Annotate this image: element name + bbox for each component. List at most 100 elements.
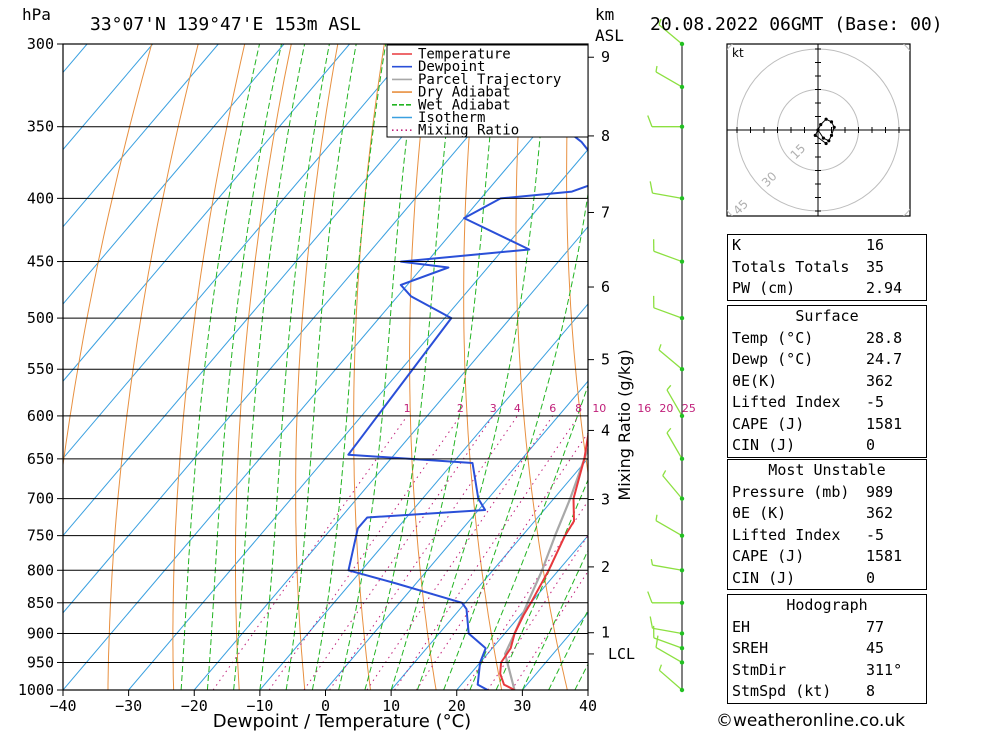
wind-barb-halfflag [666,427,672,434]
mixing-ratio-label: 6 [549,402,556,415]
wind-barb-halfflag [666,384,672,391]
wind-barb-halfflag [658,18,662,25]
legend-label: Parcel Trajectory [418,72,561,88]
mixing-ratio-label: 4 [514,402,521,415]
index-row-pw: PW (cm) 2.94 [732,279,903,297]
dry-adiabat-line [989,44,1000,690]
hodograph-title: Hodograph [786,596,868,614]
pressure-tick-label: 650 [27,450,54,468]
index-row-totals: Totals Totals 35 [732,257,885,276]
wind-barb-dot [679,496,685,501]
hodograph-point [824,141,828,146]
hodograph-ring-label: 45 [730,197,751,218]
isotherm-line [63,44,219,228]
wind-barb-dot [679,413,685,419]
dry-adiabat-line [172,44,246,690]
wind-barb-flag [647,115,653,127]
x-axis-label: Dewpoint / Temperature (°C) [213,711,471,732]
wind-barb-flag [647,591,653,604]
pressure-tick-label: 900 [27,624,54,642]
wind-barb-staff [666,389,683,417]
mixing-ratio-label: 1 [404,402,411,415]
wet-adiabat-line [285,44,357,690]
axes: 1 2 3 4 6 8 10 16 20 2530035040045050055060065070… [18,35,696,715]
wet-adiabat-line [259,44,330,690]
mixing-ratio-label: 8 [575,402,582,415]
km-tick-label: 5 [601,351,610,369]
wind-barb-flag [655,635,659,648]
wind-barb-staff [653,307,683,319]
pressure-tick-label: 700 [27,490,54,508]
wind-barb-dot [679,660,685,665]
km-tick-label: 6 [601,278,610,296]
temp-tick-label: −40 [49,697,76,715]
hodograph-point [827,139,831,143]
most-unstable-title: Most Unstable [768,461,886,479]
wet-adiabat-line [233,44,306,690]
wind-barb-staff [652,192,683,199]
mixing-ratio-axis-label: Mixing Ratio (g/kg) [615,349,634,500]
hodograph-point [813,133,817,137]
mu-row: θE (K) 362 [732,504,894,522]
mixing-ratio-line [463,500,588,690]
wind-barb-dot [679,124,685,129]
wind-barb-halfflag [655,65,658,73]
lcl-label: LCL [608,645,635,663]
hodograph-point [816,128,820,132]
wind-barb-dot [679,367,685,372]
isotherm-line [325,380,588,690]
km-tick-label: 3 [601,490,610,508]
legend-label: Temperature [418,47,511,63]
surface-table: Surface Temp (°C) 28.8 Dewp (°C) 24.7 θE(K… [727,305,927,458]
hodograph-point [829,133,834,137]
dry-adiabat-line [353,44,385,690]
wet-adiabat-line [495,478,588,690]
wind-barb-dot [679,533,685,538]
wind-barb-dot [679,600,685,605]
wind-barb-dot [679,196,685,201]
mixing-ratio-label: 20 [659,402,673,415]
credit-text[interactable]: ©weatheronline.co.uk [716,711,906,731]
temp-tick-label: 20 [448,697,466,715]
pressure-tick-label: 950 [27,653,54,671]
hodo-row: SREH 45 [732,639,885,657]
km-tick-label: 8 [601,127,610,145]
profiles [347,44,588,690]
wet-adiabat-line [364,44,457,690]
pressure-tick-label: 350 [27,118,54,136]
mu-row: CAPE (J) 1581 [732,547,903,565]
isotherm-line [63,44,350,382]
hodograph-point [821,136,826,140]
mu-row: CIN (J) 0 [732,568,876,587]
wind-barb-halfflag [655,514,658,521]
hodograph-point [819,123,823,127]
dry-adiabat-line [63,44,153,469]
wind-barb-halfflag [658,664,663,671]
pressure-unit: hPa [22,5,51,24]
dewpoint-line [347,44,588,690]
temp-tick-label: −10 [246,697,273,715]
mixing-ratio-label: 3 [490,402,497,415]
isotherm-line [63,44,154,151]
wet-adiabat-line [206,44,282,690]
pressure-tick-label: 600 [27,407,54,425]
legend-label: Isotherm [418,110,485,126]
index-row-k: K 16 [732,236,885,254]
pressure-tick-label: 300 [27,35,54,53]
isotherm-line [193,225,588,690]
km-tick-label: 2 [601,558,610,576]
dry-adiabat-line [515,44,568,690]
mixing-ratio-line [303,415,494,690]
wind-barb-staff [653,637,683,649]
wind-barb-flag [649,181,654,194]
wet-adiabat-line [469,383,588,690]
km-tick-label: 4 [601,421,610,439]
surface-title: Surface [795,307,859,325]
hodo-row: EH 77 [732,617,885,636]
mu-row: Lifted Index -5 [732,525,885,544]
wind-barb-dot [679,456,685,462]
asl-label: ASL [595,26,624,45]
